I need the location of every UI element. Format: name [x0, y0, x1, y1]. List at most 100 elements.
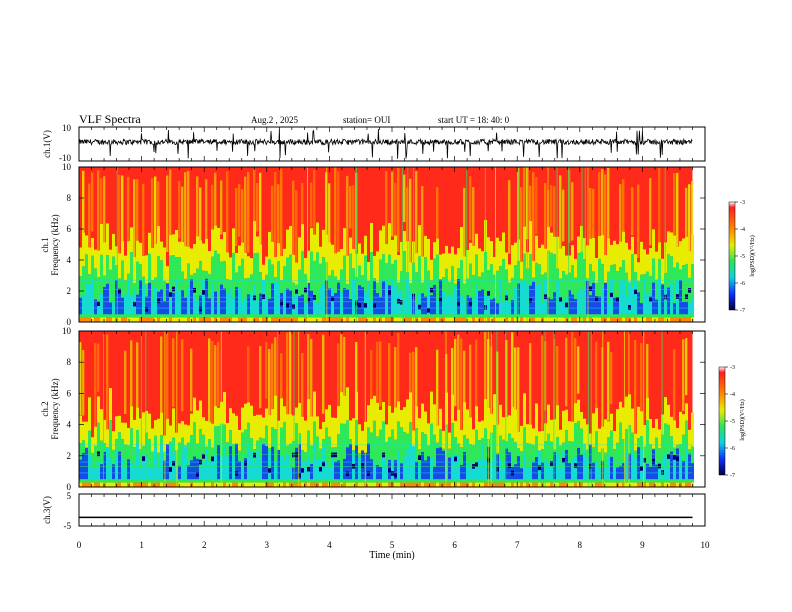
spectrogram-cell: [655, 482, 658, 487]
spectrogram-cell: [103, 482, 106, 487]
spectrogram-cell: [544, 183, 547, 251]
spectrogram-spike: [116, 167, 118, 322]
x-tick-label: 3: [265, 540, 270, 550]
spectrogram-cell: [220, 180, 223, 235]
spectrogram-cell: [649, 248, 652, 277]
spectrogram-cell: [412, 482, 415, 487]
spectrogram-cell: [175, 279, 178, 315]
spectrogram-cell: [517, 431, 520, 448]
spectrogram-cell: [283, 317, 286, 322]
spectrogram-cell: [571, 317, 574, 322]
spectrogram-cell: [208, 317, 211, 322]
spectrogram-cell: [499, 482, 502, 487]
spectrogram-cell: [100, 464, 103, 480]
spectrogram-cell: [538, 431, 541, 451]
spectrogram-cell: [607, 271, 610, 318]
spectrogram-cell: [286, 414, 289, 446]
spectrogram-cell: [649, 444, 652, 483]
spectrogram-cell: [220, 317, 223, 322]
spectrogram-spike: [401, 167, 403, 322]
spectrogram-cell: [565, 274, 568, 318]
spectrogram-cell: [532, 172, 535, 275]
spectrogram-cell: [586, 482, 589, 487]
spectrogram-cell: [565, 317, 568, 322]
spectrogram-cell: [538, 482, 541, 487]
spectrogram-cell: [394, 460, 397, 480]
spectrogram-cell: [136, 443, 139, 480]
spectrogram-cell: [175, 317, 178, 322]
spectrogram-cell: [328, 288, 331, 315]
spectrogram-cell: [103, 451, 106, 480]
spectrogram-cell: [142, 412, 145, 447]
spectrogram-cell: [262, 417, 265, 439]
spectrogram-cell: [268, 231, 271, 260]
ch1-spectrogram-ylabel-top: ch.1: [40, 237, 50, 252]
spectrogram-cell: [682, 339, 685, 412]
spectrogram-cell: [139, 418, 142, 450]
spectrogram-cell: [247, 446, 250, 480]
spectrogram-cell: [400, 427, 403, 483]
spectrogram-cell: [208, 251, 211, 274]
spectrogram-cell: [568, 317, 571, 322]
spectrogram-cell: [319, 482, 322, 487]
spectrogram-cell: [403, 174, 406, 222]
spectrogram-cell: [277, 243, 280, 262]
spectrogram-cell: [277, 420, 280, 453]
spectrogram-cell: [562, 300, 565, 315]
spectrogram-cell: [322, 482, 325, 487]
spectrogram-cell: [127, 459, 130, 480]
spectrogram-cell: [346, 447, 349, 480]
spectrogram-cell: [307, 297, 310, 303]
spectrogram-cell: [328, 183, 331, 265]
spectrogram-cell: [364, 303, 367, 308]
spectrogram-cell: [322, 317, 325, 322]
spectrogram-cell: [331, 482, 334, 487]
spectrogram-cell: [589, 433, 592, 450]
spectrogram-cell: [451, 246, 454, 266]
colorbar-tick-label: -7: [730, 473, 735, 479]
spectrogram-cell: [469, 263, 472, 318]
spectrogram-cell: [685, 263, 688, 318]
spectrogram-cell: [595, 300, 598, 315]
spectrogram-cell: [322, 229, 325, 258]
spectrogram-cell: [436, 425, 439, 443]
spectrogram-cell: [436, 482, 439, 487]
spectrogram-cell: [442, 291, 445, 315]
spectrogram-cell: [433, 404, 436, 435]
spectrogram-cell: [154, 287, 157, 315]
spectrogram-cell: [130, 296, 133, 315]
spectrogram-cell: [328, 404, 331, 437]
spectrogram-cell: [100, 223, 103, 255]
spectrogram-cell: [184, 297, 187, 315]
spectrogram-cell: [178, 290, 181, 315]
spectrogram-cell: [280, 300, 283, 306]
spectrogram-cell: [421, 293, 424, 315]
spectrogram-cell: [469, 301, 472, 306]
spectrogram-cell: [604, 452, 607, 483]
spectrogram-cell: [550, 185, 553, 227]
spectrogram-cell: [367, 443, 370, 480]
spectrogram-cell: [415, 303, 418, 315]
spectrogram-cell: [478, 421, 481, 441]
spectrogram-cell: [391, 170, 394, 237]
spectrogram-cell: [211, 423, 214, 448]
spectrogram-cell: [535, 403, 538, 436]
spectrogram-cell: [274, 482, 277, 487]
spectrogram-spike: [661, 331, 663, 487]
spectrogram-cell: [253, 415, 256, 450]
spectrogram-cell: [127, 241, 130, 274]
spectrogram-cell: [646, 317, 649, 322]
spectrogram-cell: [244, 298, 247, 315]
spectrogram-cell: [574, 299, 577, 315]
spectrogram-cell: [496, 466, 499, 472]
spectrogram-cell: [313, 169, 316, 254]
colorbar-tick-label: -3: [730, 365, 735, 371]
ch3-xticks: [78, 494, 706, 526]
spectrogram-cell: [301, 183, 304, 245]
spectrogram-cell: [235, 471, 238, 476]
spectrogram-cell: [121, 317, 124, 322]
spectrogram-cell: [445, 317, 448, 322]
spectrogram-cell: [613, 317, 616, 322]
spectrogram-cell: [418, 292, 421, 315]
spectrogram-cell: [454, 338, 457, 407]
